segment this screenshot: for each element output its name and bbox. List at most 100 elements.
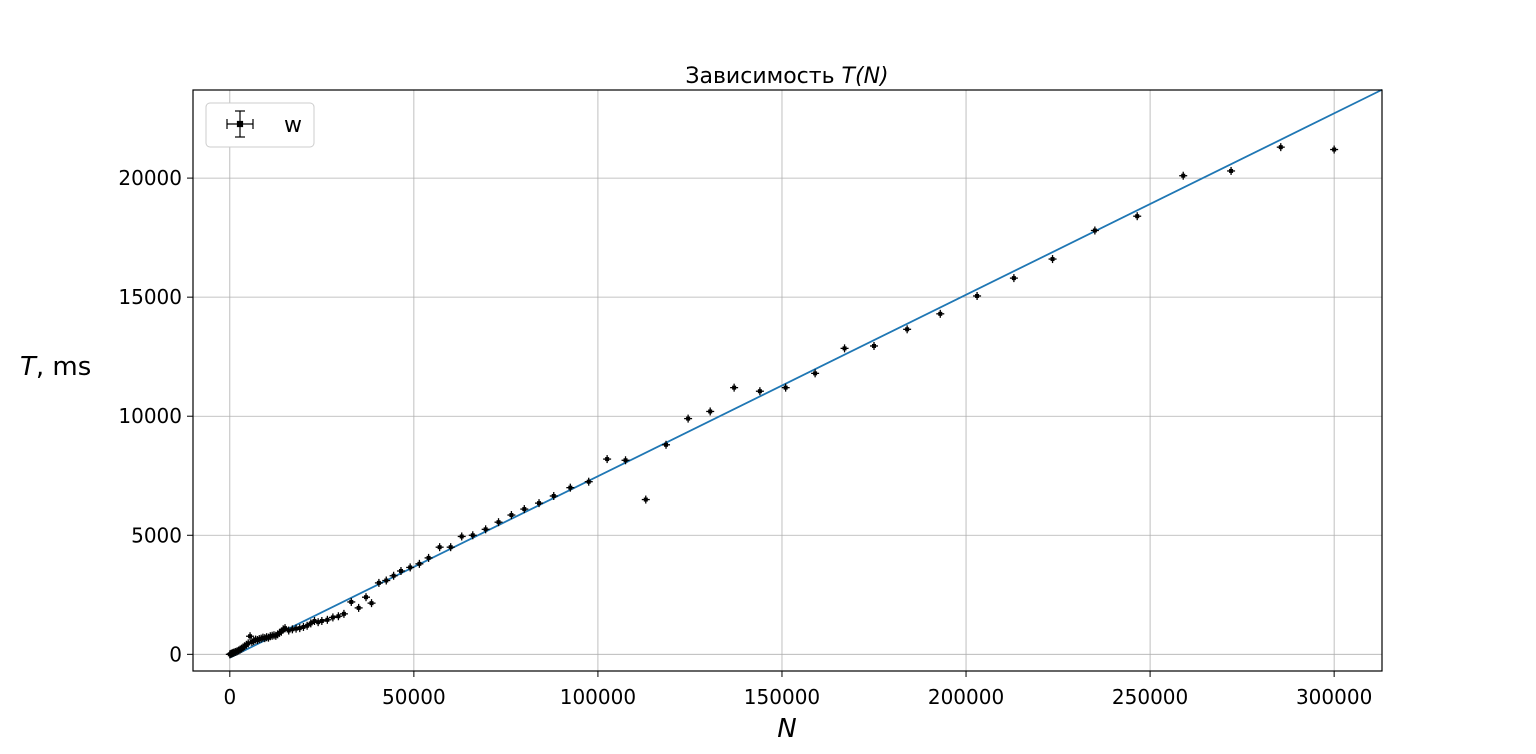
data-point-marker — [537, 501, 542, 506]
data-point — [811, 369, 820, 378]
data-point — [1179, 171, 1188, 180]
data-point-marker — [1332, 147, 1337, 152]
data-point-marker — [330, 615, 335, 620]
data-point — [362, 593, 371, 602]
data-point — [374, 578, 383, 587]
data-point-marker — [290, 627, 295, 632]
data-point-marker — [872, 343, 877, 348]
x-tick-label: 100000 — [560, 685, 636, 709]
data-point-marker — [384, 578, 389, 583]
data-point-marker — [341, 611, 346, 616]
data-point-marker — [1050, 257, 1055, 262]
data-point — [347, 597, 356, 606]
data-point-marker — [1011, 276, 1016, 281]
data-point — [1133, 212, 1142, 221]
data-point-marker — [391, 573, 396, 578]
data-point-marker — [312, 618, 317, 623]
data-point — [323, 615, 332, 624]
data-point-marker — [459, 534, 464, 539]
data-point-marker — [308, 621, 313, 626]
data-point-marker — [356, 605, 361, 610]
data-point-marker — [938, 311, 943, 316]
data-point-marker — [297, 626, 302, 631]
x-tick-label: 150000 — [744, 685, 820, 709]
data-point — [1227, 166, 1236, 175]
data-point-marker — [483, 527, 488, 532]
data-point — [520, 505, 529, 514]
data-point-marker — [1181, 173, 1186, 178]
data-point — [684, 414, 693, 423]
y-tick-label: 5000 — [131, 523, 182, 547]
data-point-marker — [813, 371, 818, 376]
data-point-marker — [369, 601, 374, 606]
data-point-marker — [1229, 168, 1234, 173]
data-point-marker — [398, 568, 403, 573]
data-point — [603, 455, 612, 464]
data-point-marker — [286, 628, 291, 633]
data-point-marker — [470, 533, 475, 538]
data-point-marker — [732, 385, 737, 390]
data-point-marker — [496, 520, 501, 525]
x-tick-label: 0 — [223, 685, 236, 709]
data-point — [435, 543, 444, 552]
data-point — [973, 291, 982, 300]
data-point — [781, 383, 790, 392]
data-point — [706, 407, 715, 416]
data-point-marker — [643, 497, 648, 502]
data-point — [936, 309, 945, 318]
data-point — [317, 616, 326, 625]
x-axis-label: N — [777, 714, 796, 744]
data-point-marker — [1135, 214, 1140, 219]
y-axis-ticks: 0 5000 10000 15000 20000 — [118, 166, 193, 666]
data-point-marker — [509, 513, 514, 518]
data-point-marker — [349, 599, 354, 604]
y-axis-label: T, ms — [20, 352, 91, 382]
data-point-marker — [336, 614, 341, 619]
data-point-marker — [1278, 145, 1283, 150]
y-tick-label: 0 — [169, 642, 182, 666]
data-point-marker — [708, 409, 713, 414]
data-point-marker — [305, 623, 310, 628]
data-point — [1276, 143, 1285, 152]
data-point-marker — [757, 389, 762, 394]
data-point-marker — [551, 493, 556, 498]
data-point-marker — [279, 629, 284, 634]
data-point-marker — [426, 555, 431, 560]
x-tick-label: 50000 — [382, 685, 446, 709]
data-point — [1090, 226, 1099, 235]
data-point-marker — [408, 565, 413, 570]
data-point — [903, 325, 912, 334]
data-point — [621, 456, 630, 465]
data-point — [446, 543, 455, 552]
x-tick-label: 250000 — [1112, 685, 1188, 709]
data-point — [334, 612, 343, 621]
fit-line-group — [229, 88, 1383, 659]
data-point-marker — [319, 618, 324, 623]
data-point — [246, 632, 255, 641]
data-point — [584, 477, 593, 486]
data-point — [870, 341, 879, 350]
data-point — [406, 563, 415, 572]
data-point-marker — [283, 626, 288, 631]
data-point-marker — [437, 545, 442, 550]
data-point-marker — [568, 485, 573, 490]
data-point — [457, 532, 466, 541]
legend-box — [205, 102, 315, 148]
data-point-marker — [975, 293, 980, 298]
data-point-marker — [246, 641, 251, 646]
y-tick-label: 10000 — [118, 404, 182, 428]
fit-line — [229, 88, 1383, 659]
data-point-marker — [417, 561, 422, 566]
data-point — [549, 491, 558, 500]
data-point-marker — [842, 346, 847, 351]
data-point-marker — [686, 416, 691, 421]
data-point-marker — [623, 458, 628, 463]
legend: w — [205, 102, 315, 148]
data-point — [507, 511, 516, 520]
data-point — [494, 518, 503, 527]
data-point — [389, 571, 398, 580]
data-point-marker — [522, 507, 527, 512]
plot-frame — [192, 89, 1383, 672]
data-point-marker — [316, 620, 321, 625]
